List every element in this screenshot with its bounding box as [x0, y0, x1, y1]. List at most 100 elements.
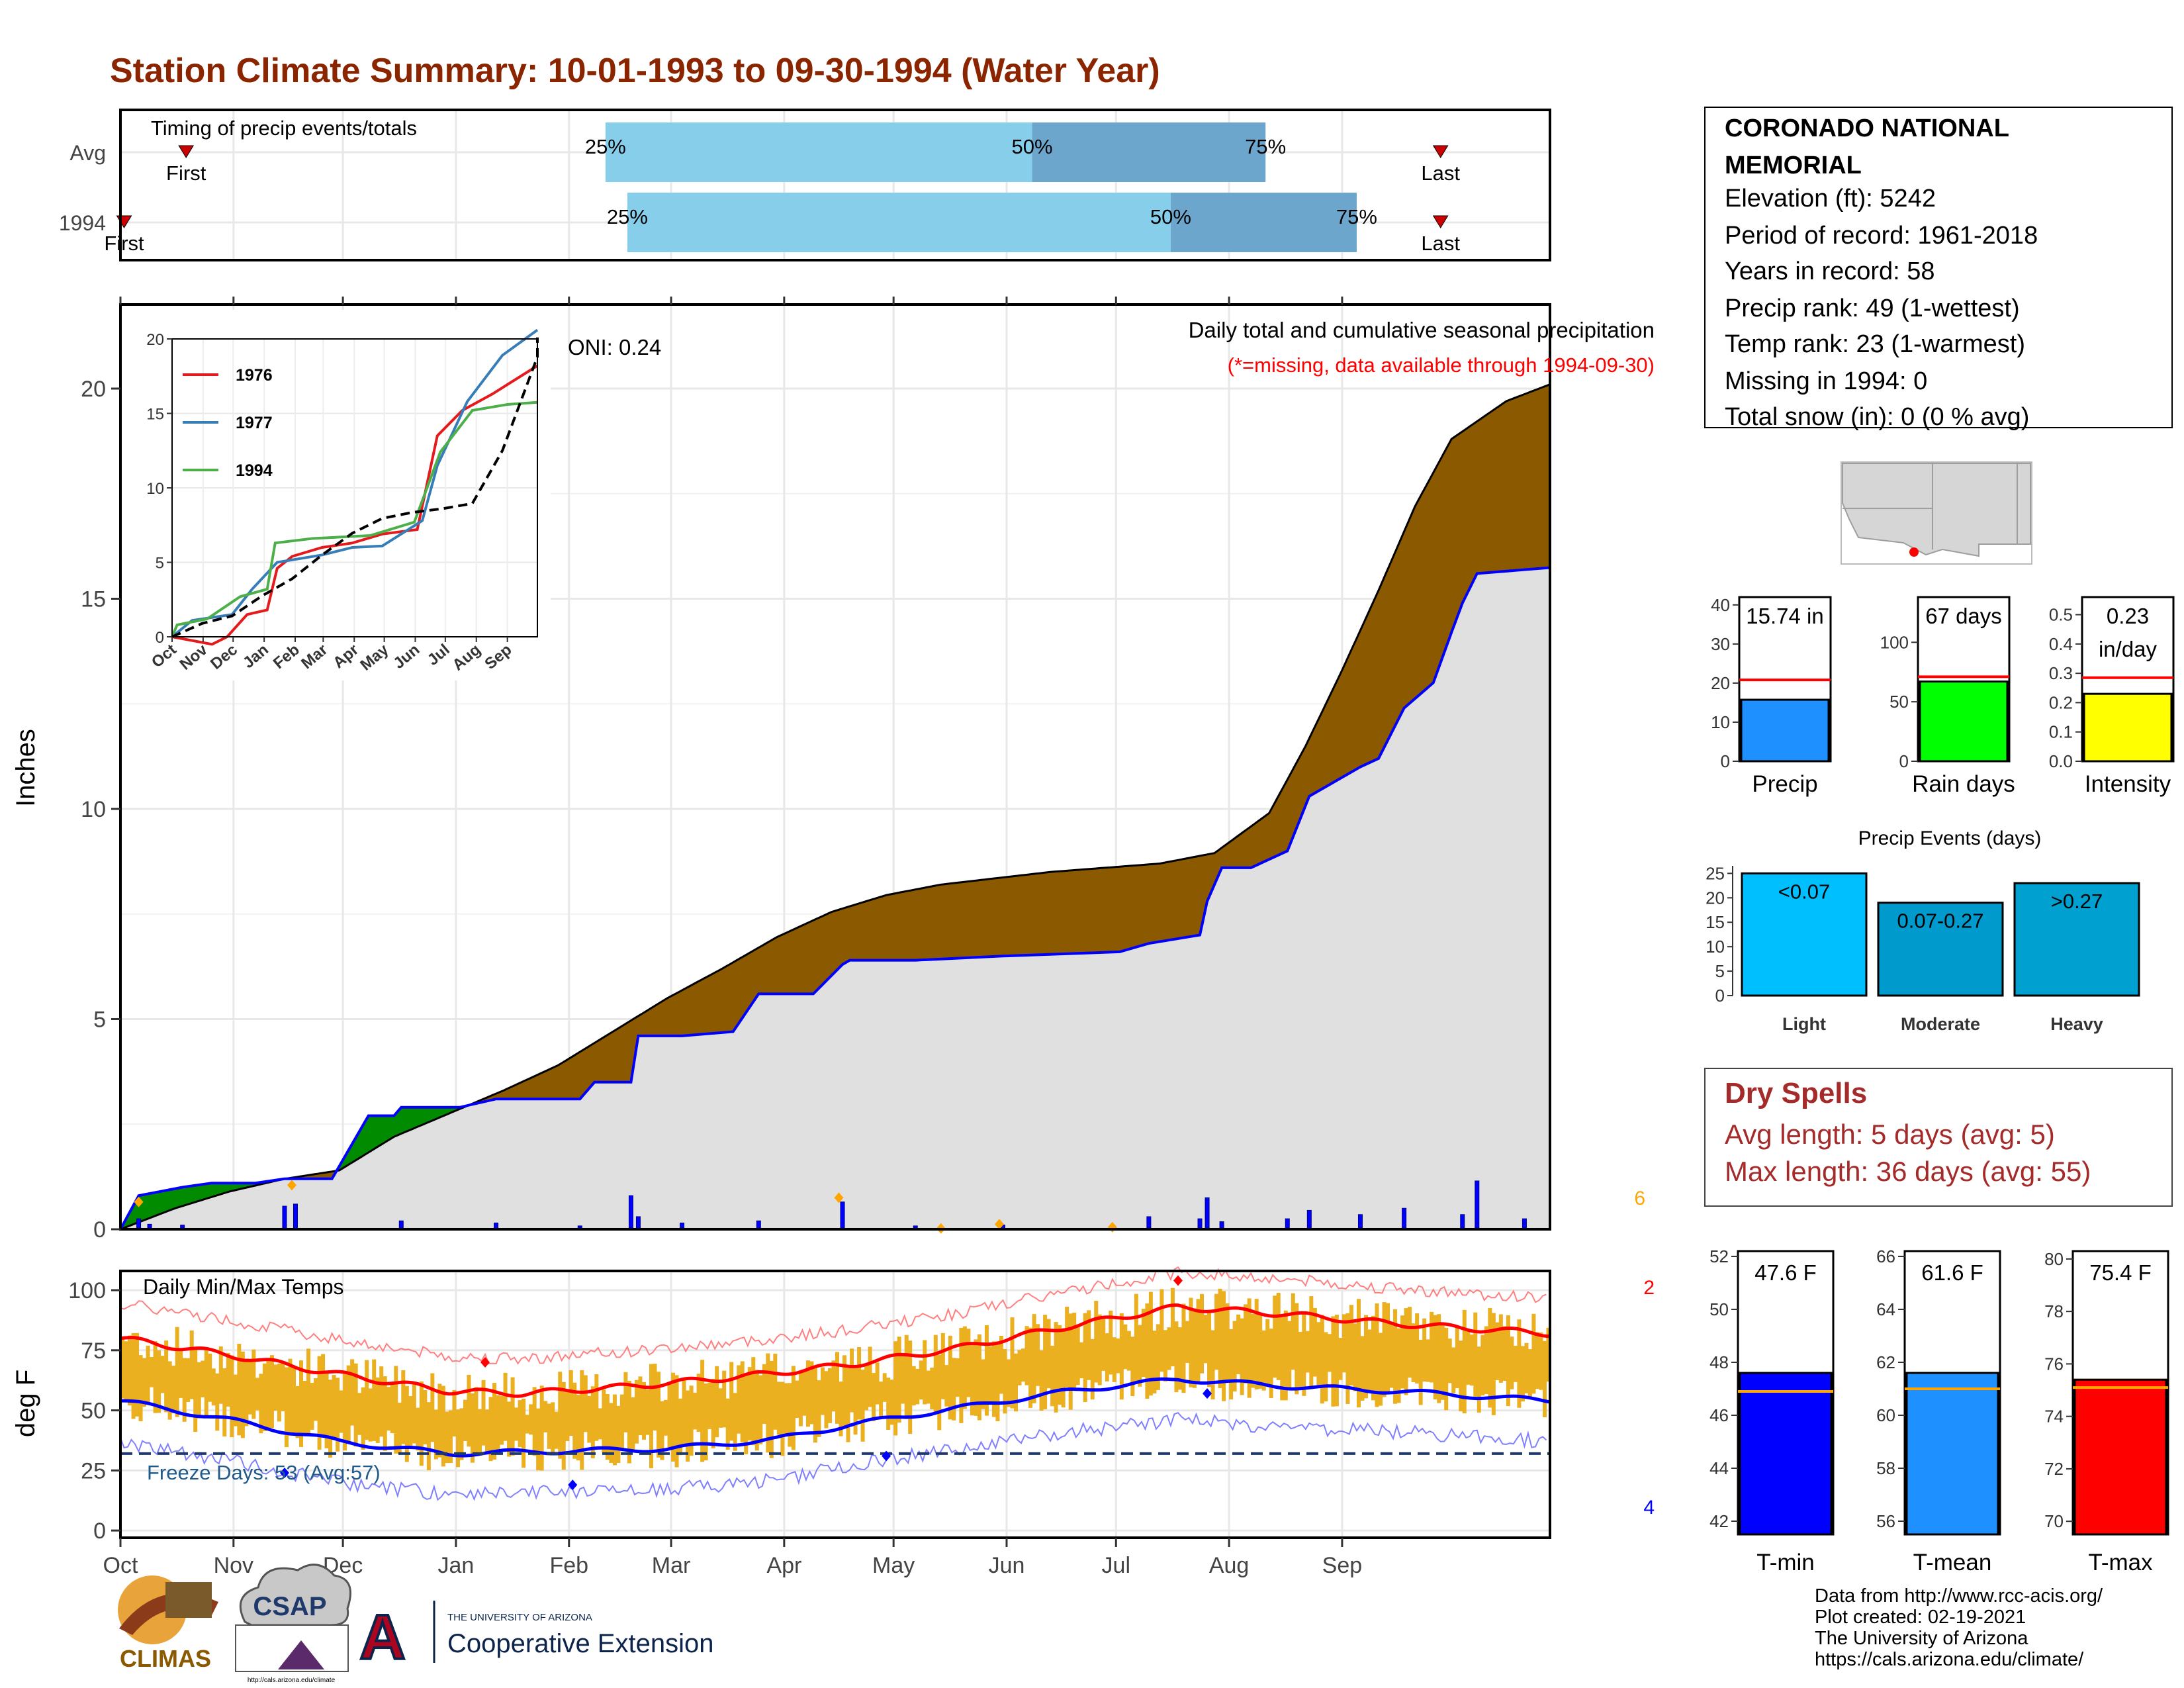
daily-temp-bar	[167, 1361, 172, 1420]
daily-precip-bar	[840, 1201, 845, 1230]
daily-temp-bar	[357, 1393, 362, 1435]
summary-bar-y-tick-label: 50	[1889, 692, 1909, 712]
daily-temp-bar	[244, 1358, 249, 1427]
daily-temp-bar	[547, 1403, 551, 1449]
daily-temp-bar	[1214, 1293, 1219, 1370]
station-precip-rank: Precip rank: 49 (1-wettest)	[1725, 295, 2020, 322]
station-name-line1: CORONADO NATIONAL	[1725, 115, 2009, 142]
ua-logo-letter: A	[359, 1602, 405, 1673]
daily-temp-bar	[1152, 1331, 1157, 1393]
summary-bar-y-tick-label: 0.4	[2049, 634, 2073, 654]
daily-temp-bar	[1455, 1327, 1459, 1389]
daily-temp-bar	[627, 1380, 631, 1464]
inset-line-average	[171, 337, 539, 638]
daily-temp-bar	[1123, 1324, 1128, 1370]
summary-bar-category-label: Intensity	[2085, 771, 2171, 797]
events-bar-value-label: >0.27	[2051, 890, 2103, 913]
ua-logo-big-text: Cooperative Extension	[447, 1629, 713, 1658]
month-label: Oct	[103, 1553, 138, 1578]
timing-marker-first	[178, 145, 195, 158]
daily-temp-bar	[737, 1365, 741, 1434]
station-info-box: CORONADO NATIONAL MEMORIAL Elevation (ft…	[1704, 107, 2173, 431]
daily-temp-bar	[776, 1382, 781, 1435]
daily-temp-bar	[171, 1366, 176, 1413]
daily-temp-bar	[1148, 1291, 1153, 1396]
temp-count-bottom: 4	[1643, 1497, 1655, 1519]
daily-temp-bar	[1440, 1324, 1445, 1400]
station-snow: Total snow (in): 0 (0 % avg)	[1725, 403, 2029, 431]
daily-temp-bar	[1447, 1338, 1452, 1383]
daily-temp-bar	[1480, 1335, 1485, 1395]
daily-temp-bar	[762, 1364, 766, 1425]
daily-precip-bar	[628, 1195, 633, 1230]
inset-legend-label: 1976	[236, 366, 273, 385]
station-location-dot	[1909, 547, 1919, 557]
daily-temp-bar	[944, 1365, 949, 1407]
month-label: Mar	[652, 1553, 691, 1578]
daily-temp-bar	[919, 1360, 923, 1400]
daily-temp-bar	[343, 1373, 347, 1451]
timing-panel: 25% 50% 75% First Last 25% 50% 75% First Last Tim…	[59, 109, 1551, 261]
daily-temp-bar	[189, 1330, 194, 1399]
summary-bar-value-label: in/day	[2099, 637, 2158, 661]
daily-temp-bar	[715, 1366, 719, 1438]
daily-temp-bar	[412, 1382, 416, 1444]
month-label: Aug	[1209, 1553, 1250, 1578]
daily-temp-bar	[160, 1356, 165, 1393]
temp-bar-y-tick-label: 80	[2044, 1249, 2064, 1269]
daily-temp-bar	[875, 1362, 880, 1405]
daily-temp-bar	[1130, 1336, 1135, 1397]
precip-missing-note: (*=missing, data available through 1994-…	[1228, 353, 1655, 377]
daily-temp-bar	[463, 1399, 467, 1442]
daily-temp-bar	[302, 1381, 307, 1434]
daily-temp-bar	[1087, 1310, 1091, 1380]
daily-temp-bar	[426, 1402, 431, 1471]
temp-panel: 0 25 50 75 100 Daily Min/Max Temps deg F Fre…	[11, 1266, 1655, 1544]
daily-temp-bar	[1003, 1348, 1007, 1414]
daily-temp-bar	[1010, 1317, 1015, 1409]
daily-precip-bar	[1357, 1214, 1363, 1230]
daily-temp-bar	[995, 1341, 1000, 1421]
daily-temp-bar	[197, 1362, 201, 1419]
daily-temp-bar	[1411, 1323, 1416, 1382]
station-info-frame	[1704, 107, 2173, 428]
daily-temp-bar	[317, 1356, 322, 1450]
month-label: Jun	[989, 1553, 1025, 1578]
daily-temp-bar	[1324, 1332, 1328, 1402]
daily-temp-bar	[503, 1372, 508, 1441]
daily-precip-bar	[1402, 1207, 1407, 1230]
daily-temp-bar	[791, 1366, 796, 1450]
daily-temp-bar	[1138, 1325, 1142, 1387]
daily-temp-bar	[481, 1380, 486, 1446]
summary-bar-y-tick-label: 40	[1711, 595, 1730, 615]
daily-temp-bar	[1094, 1301, 1099, 1383]
daily-precip-bar	[1197, 1218, 1203, 1230]
daily-temp-bar	[510, 1377, 515, 1456]
daily-temp-bar	[1345, 1313, 1350, 1404]
daily-temp-bar	[1006, 1359, 1011, 1407]
daily-temp-bar	[368, 1388, 373, 1442]
daily-temp-bar	[1177, 1327, 1182, 1390]
daily-temp-bar	[485, 1409, 490, 1455]
daily-temp-bar	[1488, 1307, 1492, 1408]
temp-title: Daily Min/Max Temps	[143, 1275, 343, 1299]
daily-temp-bar	[164, 1340, 169, 1413]
daily-temp-bar	[1404, 1308, 1408, 1395]
summary-bar-y-tick-label: 0	[1899, 751, 1909, 771]
daily-temp-bar	[1079, 1342, 1084, 1379]
record-temp-marker	[480, 1356, 490, 1368]
daily-temp-bar	[1126, 1331, 1131, 1371]
timing-label-25: 25%	[607, 205, 648, 228]
daily-temp-bar	[977, 1334, 981, 1421]
daily-temp-bar	[1444, 1327, 1449, 1411]
csap-logo: CSAP http://cals.arizona.edu/climate	[235, 1564, 351, 1684]
daily-temp-bar	[539, 1385, 544, 1471]
daily-temp-bar	[1105, 1333, 1109, 1382]
daily-temp-bar	[269, 1355, 274, 1429]
daily-temp-bar	[802, 1370, 807, 1416]
daily-temp-bar	[1203, 1315, 1208, 1364]
daily-temp-bar	[1338, 1338, 1343, 1380]
daily-temp-bar	[754, 1370, 759, 1451]
